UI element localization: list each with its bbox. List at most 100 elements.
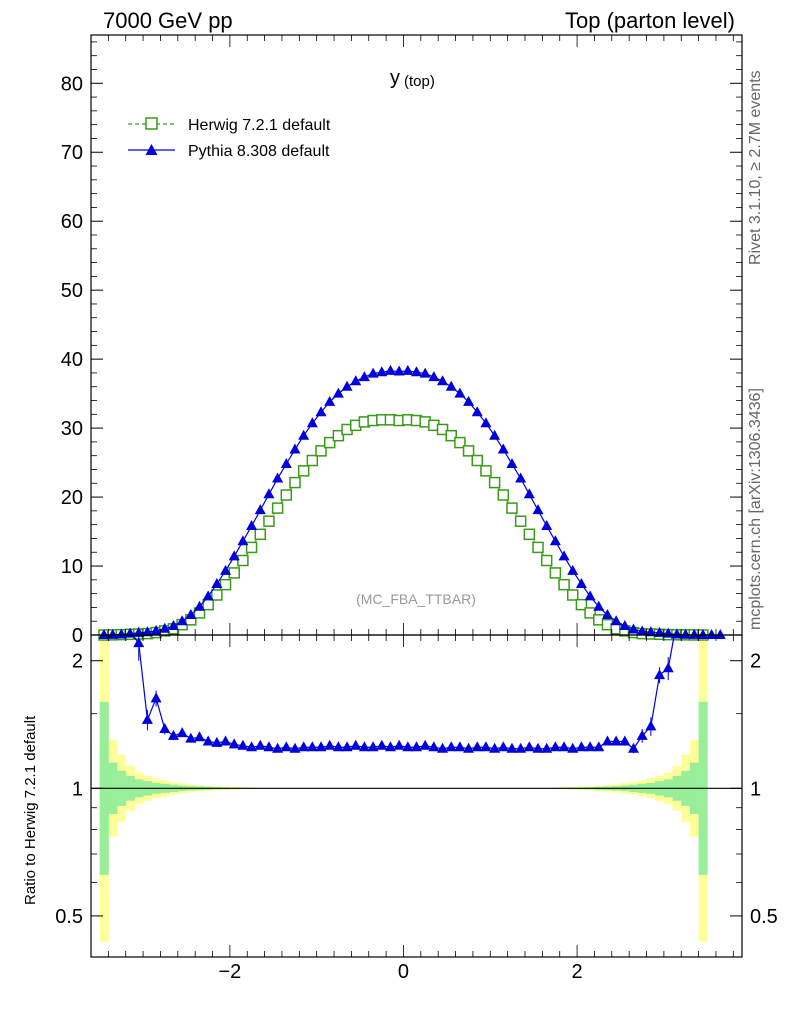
ratio-ytick-label-left-2: 2 (72, 651, 83, 673)
pythia-point-13 (211, 577, 223, 588)
ratio-point-39 (471, 741, 483, 752)
pythia-point-68 (688, 628, 700, 639)
herwig-point-19 (263, 515, 275, 527)
ratio-point-18 (289, 742, 301, 753)
herwig-point-13 (211, 589, 223, 601)
pythia-point-29 (350, 375, 362, 386)
pythia-point-38 (428, 371, 440, 382)
ratio-point-54 (601, 735, 613, 746)
ratio-point-35 (437, 742, 449, 753)
pythia-point-54 (567, 564, 579, 575)
ratio-point-36 (445, 741, 457, 752)
pythia-point-2 (115, 628, 127, 639)
ratio-point-60 (654, 669, 666, 680)
herwig-point-15 (228, 567, 240, 579)
herwig-point-43 (471, 454, 484, 467)
ratio-point-27 (367, 741, 379, 752)
pythia-point-17 (246, 520, 258, 531)
ratio-point-2 (150, 692, 162, 703)
herwig-point-48 (514, 515, 527, 527)
herwig-point-45 (488, 476, 501, 489)
herwig-point-46 (497, 489, 510, 501)
ratio-point-50 (567, 742, 579, 753)
pythia-point-35 (402, 364, 414, 375)
pythia-point-42 (463, 395, 475, 406)
ratio-ytick-label-right-2: 2 (750, 651, 761, 673)
pythia-point-24 (306, 417, 318, 428)
ratio-point-38 (463, 742, 475, 753)
pythia-point-15 (228, 550, 240, 561)
pythia-point-14 (220, 564, 232, 575)
ratio-ytick-label-right-1: 1 (750, 778, 761, 800)
pythia-point-69 (697, 629, 709, 639)
ratio-point-22 (324, 739, 336, 750)
main-ytick-label-5: 50 (61, 280, 83, 302)
ratio-plot-frame (90, 634, 743, 958)
herwig-point-17 (245, 541, 258, 554)
pythia-point-41 (454, 387, 466, 398)
pythia-point-37 (419, 367, 431, 378)
ratio-point-46 (532, 742, 544, 753)
pythia-point-58 (601, 609, 613, 619)
herwig-point-40 (445, 429, 457, 442)
main-ytick-label-3: 30 (61, 418, 83, 440)
ratio-point-31 (402, 741, 414, 752)
ratio-point-37 (454, 741, 466, 752)
ratio-point-23 (332, 741, 344, 752)
pythia-point-6 (150, 624, 162, 635)
ratio-point-3 (159, 723, 171, 734)
header-right: Top (parton level) (565, 8, 735, 33)
ratio-point-12 (237, 739, 249, 750)
ratio-point-32 (411, 741, 422, 752)
pythia-point-33 (384, 364, 396, 375)
herwig-point-44 (480, 465, 492, 477)
pythia-point-62 (636, 625, 648, 636)
ratio-point-40 (480, 741, 492, 752)
pythia-point-56 (584, 590, 596, 601)
pythia-point-39 (437, 375, 449, 386)
ratio-line (132, 634, 675, 750)
header-left: 7000 GeV pp (103, 8, 233, 33)
pythia-point-46 (497, 443, 509, 454)
ratio-point-45 (523, 741, 535, 752)
ratio-point-42 (497, 741, 509, 752)
pythia-point-16 (237, 535, 249, 546)
ratio-xtick-label-1: 0 (398, 961, 409, 983)
pythia-point-19 (263, 488, 275, 499)
ratio-y-axis-label: Ratio to Herwig 7.2.1 default (22, 715, 39, 905)
pythia-point-31 (367, 367, 379, 378)
main-ytick-label-1: 10 (61, 556, 83, 578)
ratio-point-19 (298, 741, 310, 752)
pythia-point-11 (194, 600, 205, 611)
ratio-point-14 (254, 739, 266, 750)
ratio-point-52 (584, 741, 596, 752)
ratio-point-0 (133, 637, 145, 648)
ratio-point-9 (211, 736, 223, 747)
ratio-uncertainty-bands (91, 635, 742, 942)
pythia-point-57 (593, 600, 605, 611)
ratio-point-24 (341, 741, 353, 752)
pythia-point-34 (393, 365, 405, 376)
herwig-point-39 (436, 423, 449, 436)
pythia-point-28 (341, 380, 353, 391)
pythia-point-61 (628, 623, 639, 634)
pythia-point-49 (523, 488, 535, 499)
ratio-point-33 (419, 739, 431, 750)
pythia-point-18 (254, 504, 266, 515)
pythia-point-22 (289, 443, 301, 454)
ratio-point-43 (506, 742, 518, 753)
pythia-point-25 (315, 406, 327, 417)
herwig-point-22 (289, 476, 301, 489)
ratio-point-10 (220, 735, 232, 746)
ratio-point-61 (662, 662, 674, 673)
pythia-point-53 (558, 550, 570, 561)
ratio-point-34 (428, 741, 440, 752)
herwig-point-16 (237, 554, 249, 567)
pythia-point-59 (610, 615, 622, 626)
herwig-point-49 (523, 528, 536, 541)
plot-title-main: y (390, 67, 400, 89)
herwig-point-14 (219, 578, 232, 591)
pythia-point-26 (324, 395, 336, 406)
pythia-point-60 (619, 620, 631, 631)
